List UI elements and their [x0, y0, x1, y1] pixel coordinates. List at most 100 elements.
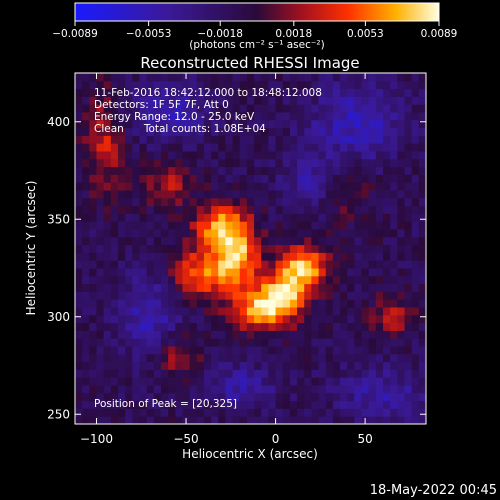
heatmap-cell — [254, 416, 262, 424]
heatmap-cell — [125, 314, 133, 324]
heatmap-cell — [211, 322, 219, 331]
heatmap-cell — [418, 291, 426, 300]
heatmap-cell — [203, 275, 212, 285]
heatmap-cell — [96, 135, 105, 144]
heatmap-cell — [225, 236, 234, 246]
heatmap-cell — [282, 158, 291, 168]
heatmap-cell — [383, 408, 391, 417]
heatmap-cell — [411, 80, 420, 90]
heatmap-cell — [89, 299, 97, 308]
heatmap-cell — [232, 283, 241, 292]
heatmap-cell — [325, 252, 334, 261]
heatmap-cell — [225, 127, 234, 136]
heatmap-cell — [196, 400, 205, 409]
heatmap-cell — [354, 236, 363, 246]
heatmap-cell — [189, 353, 198, 363]
heatmap-cell — [153, 377, 162, 386]
heatmap-cell — [146, 174, 155, 183]
heatmap-cell — [390, 314, 398, 324]
heatmap-cell — [246, 166, 255, 175]
heatmap-cell — [146, 143, 155, 152]
heatmap-cell — [75, 88, 83, 97]
heatmap-cell — [275, 314, 284, 324]
heatmap-cell — [297, 330, 305, 339]
heatmap-cell — [404, 275, 413, 285]
heatmap-cell — [261, 330, 269, 339]
heatmap-cell — [103, 221, 112, 230]
heatmap-cell — [132, 229, 140, 238]
heatmap-cell — [368, 346, 377, 355]
heatmap-cell — [347, 197, 355, 207]
heatmap-cell — [125, 346, 133, 355]
heatmap-cell — [318, 190, 327, 199]
heatmap-cell — [297, 80, 305, 90]
heatmap-cell — [196, 174, 205, 183]
heatmap-cell — [96, 205, 105, 214]
heatmap-cell — [275, 104, 284, 113]
x-tick-label: 0 — [272, 432, 280, 446]
heatmap-cell — [160, 112, 169, 121]
heatmap-cell — [132, 104, 140, 113]
heatmap-cell — [96, 338, 105, 347]
heatmap-cell — [354, 299, 363, 308]
heatmap-cell — [375, 135, 384, 144]
heatmap-cell — [347, 236, 355, 246]
heatmap-cell — [182, 369, 191, 378]
heatmap-cell — [304, 400, 312, 409]
heatmap-cell — [168, 338, 176, 347]
heatmap-cell — [189, 400, 198, 409]
heatmap-cell — [168, 127, 176, 136]
heatmap-cell — [397, 174, 406, 183]
heatmap-cell — [311, 197, 320, 207]
heatmap-cell — [117, 299, 126, 308]
heatmap-cell — [332, 283, 341, 292]
heatmap-cell — [282, 166, 291, 175]
heatmap-cell — [268, 307, 277, 316]
heatmap-cell — [275, 408, 284, 417]
heatmap-cell — [225, 143, 234, 152]
heatmap-cell — [254, 236, 262, 246]
heatmap-cell — [390, 377, 398, 386]
heatmap-cell — [182, 112, 191, 121]
heatmap-cell — [347, 338, 355, 347]
heatmap-cell — [239, 268, 248, 277]
heatmap-cell — [211, 416, 219, 424]
heatmap-cell — [89, 174, 97, 183]
heatmap-cell — [211, 283, 219, 292]
heatmap-cell — [211, 205, 219, 214]
heatmap-cell — [146, 338, 155, 347]
heatmap-cell — [347, 166, 355, 175]
heatmap-cell — [325, 127, 334, 136]
heatmap-cell — [232, 392, 241, 402]
heatmap-cell — [218, 221, 226, 230]
heatmap-cell — [282, 416, 291, 424]
heatmap-cell — [311, 268, 320, 277]
heatmap-cell — [96, 299, 105, 308]
heatmap-cell — [153, 73, 162, 82]
heatmap-cell — [397, 127, 406, 136]
heatmap-cell — [390, 182, 398, 191]
heatmap-cell — [196, 135, 205, 144]
heatmap-cell — [239, 182, 248, 191]
heatmap-cell — [182, 166, 191, 175]
heatmap-cell — [211, 244, 219, 253]
heatmap-cell — [311, 135, 320, 144]
heatmap-cell — [232, 299, 241, 308]
heatmap-cell — [332, 73, 341, 82]
heatmap-cell — [383, 346, 391, 355]
heatmap-cell — [354, 151, 363, 160]
heatmap-cell — [211, 151, 219, 160]
heatmap-cell — [218, 314, 226, 324]
heatmap-cell — [261, 190, 269, 199]
heatmap-cell — [117, 205, 126, 214]
heatmap-cell — [110, 400, 119, 409]
heatmap-cell — [160, 221, 169, 230]
heatmap-cell — [211, 190, 219, 199]
heatmap-cell — [332, 135, 341, 144]
heatmap-cell — [75, 416, 83, 424]
heatmap-cell — [232, 408, 241, 417]
heatmap-cell — [139, 190, 148, 199]
heatmap-cell — [89, 330, 97, 339]
heatmap-cell — [82, 291, 90, 300]
heatmap-cell — [196, 346, 205, 355]
